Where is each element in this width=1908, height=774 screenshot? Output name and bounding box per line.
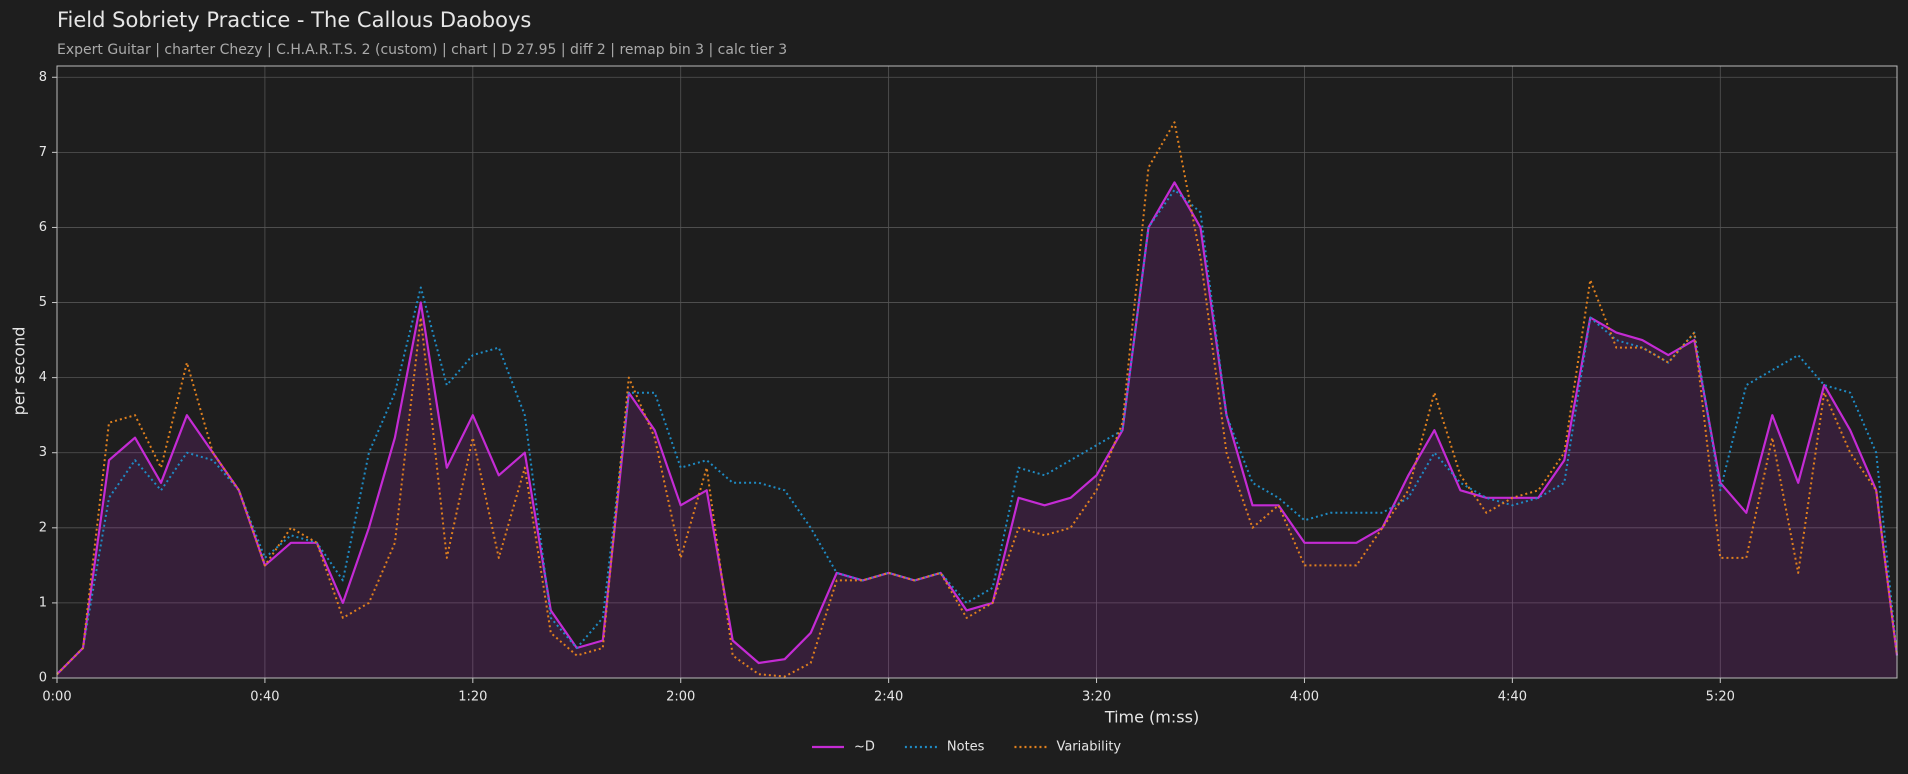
y-tick-label: 2 (39, 520, 47, 535)
x-tick-label: 4:40 (1498, 690, 1527, 705)
x-tick-label: 3:20 (1082, 690, 1111, 705)
y-tick-label: 3 (39, 445, 47, 460)
x-tick-label: 0:40 (250, 690, 279, 705)
x-tick-label: 1:20 (458, 690, 487, 705)
y-tick-label: 8 (39, 70, 47, 85)
x-tick-label: 4:00 (1290, 690, 1319, 705)
y-tick-label: 5 (39, 295, 47, 310)
chart-title: Field Sobriety Practice - The Callous Da… (57, 8, 531, 32)
x-tick-label: 5:20 (1706, 690, 1735, 705)
x-tick-label: 2:00 (666, 690, 695, 705)
y-tick-label: 0 (39, 671, 47, 686)
x-axis-label: Time (m:ss) (1104, 708, 1199, 727)
line (56, 188, 1898, 675)
y-tick-label: 6 (39, 220, 47, 235)
chart-subtitle: Expert Guitar | charter Chezy | C.H.A.R.… (57, 42, 787, 58)
y-tick-label: 1 (39, 595, 47, 610)
plot-frame (56, 65, 1898, 679)
y-tick-label: 4 (39, 370, 47, 385)
y-tick-label: 7 (39, 145, 47, 160)
area (57, 182, 1897, 678)
line (56, 121, 1898, 678)
x-tick-label: 0:00 (42, 690, 71, 705)
legend-label: Variability (1056, 740, 1121, 755)
x-tick-label: 2:40 (874, 690, 903, 705)
y-axis-label: per second (10, 327, 29, 416)
legend-label: ~D (854, 740, 875, 755)
legend-label: Notes (947, 740, 985, 755)
